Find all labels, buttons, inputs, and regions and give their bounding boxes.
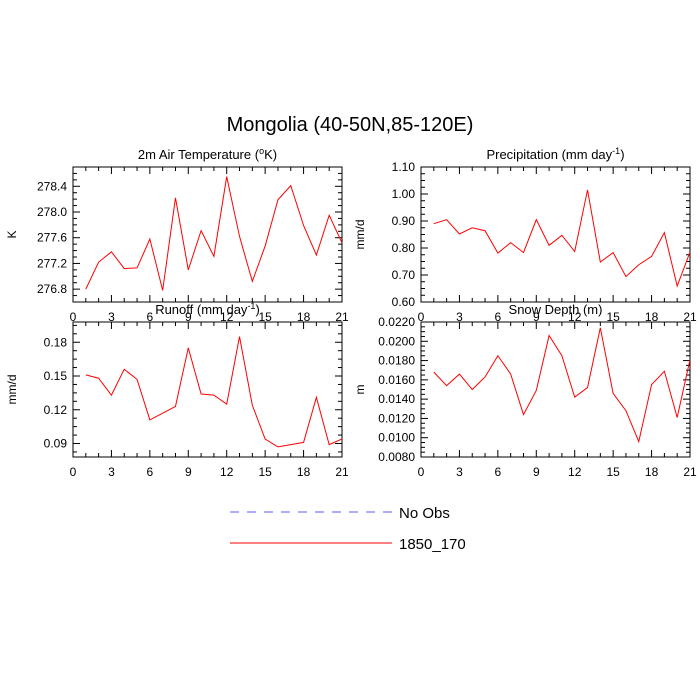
snd-x-tick-label: 9 [533,465,540,479]
mrro-x-tick-label: 15 [258,465,272,479]
pr-x-tick-label: 18 [645,310,659,324]
pr-y-tick-label: 1.00 [392,187,416,201]
mrro-x-tick-label: 6 [147,465,154,479]
tas-series-line-0 [85,176,342,291]
snd-y-tick-label: 0.0220 [378,315,415,329]
mrro-x-tick-label: 3 [108,465,115,479]
tas-title-tail: K) [264,147,277,162]
pr-y-tick-label: 0.80 [392,241,416,255]
tas-y-axis-label: K [5,230,19,238]
pr-plot-frame [420,166,691,303]
legend: No Obs 1850_170 [230,505,466,553]
tas-x-tick-label: 21 [335,310,349,324]
snd-x-tick-label: 18 [645,465,659,479]
tas-plot-frame [72,166,343,303]
snd-y-tick-label: 0.0200 [378,334,415,348]
snd-x-tick-label: 0 [418,465,425,479]
mrro-y-tick-label: 0.15 [44,369,68,383]
panel-tas: 2m Air Temperature (oK) K 0 3 6 9 12 15 18 21 276.… [5,146,349,324]
mrro-x-tick-label: 21 [335,465,349,479]
mrro-x-tick-label: 9 [185,465,192,479]
tas-y-tick-label: 278.0 [37,205,67,219]
snd-title-main: Snow Depth (m) [509,302,603,317]
snd-x-tick-label: 15 [606,465,620,479]
tas-y-tick-label: 277.6 [37,231,67,245]
mrro-y-tick-label: 0.12 [44,403,68,417]
tas-x-tick-label: 18 [297,310,311,324]
snd-y-tick-label: 0.0140 [378,392,415,406]
mrro-title-sup: -1 [247,301,255,311]
snd-y-tick-label: 0.0120 [378,411,415,425]
tas-x-tick-label: 0 [70,310,77,324]
snd-y-tick-label: 0.0080 [378,450,415,464]
panel-snd: Snow Depth (m) m 0 3 6 9 12 15 18 21 0.0080 0.0100 0… [353,302,697,479]
tas-y-tick-label: 276.8 [37,282,67,296]
mrro-y-tick-label: 0.18 [44,335,68,349]
pr-title-sup: -1 [612,146,620,156]
pr-panel-title: Precipitation (mm day-1) [486,146,624,162]
snd-series-line-0 [433,327,690,444]
mrro-plot-frame [72,321,343,458]
snd-y-axis-label: m [353,385,367,395]
mrro-series-line-0 [85,336,342,448]
pr-title-main: Precipitation (mm day [486,147,612,162]
panels: 2m Air Temperature (oK) K 0 3 6 9 12 15 18 21 276.… [5,146,697,479]
mrro-title-tail: ) [255,302,259,317]
pr-x-tick-label: 3 [456,310,463,324]
snd-y-tick-label: 0.0180 [378,354,415,368]
tas-x-tick-label: 3 [108,310,115,324]
mrro-x-tick-label: 18 [297,465,311,479]
legend-obs-label: No Obs [399,505,450,522]
tas-y-tick-label: 277.2 [37,256,67,270]
panel-pr: Precipitation (mm day-1) mm/d 0 3 6 9 12 15 18 21… [353,146,697,324]
panel-mrro: Runoff (mm day-1) mm/d 0 3 6 9 12 15 18 21 0.09 0.1… [5,301,349,479]
tas-x-tick-label: 12 [220,310,234,324]
mrro-panel-title: Runoff (mm day-1) [155,301,260,317]
pr-y-tick-label: 0.60 [392,295,416,309]
pr-x-tick-label: 12 [568,310,582,324]
mrro-x-tick-label: 12 [220,465,234,479]
pr-title-tail: ) [620,147,624,162]
pr-x-tick-label: 15 [606,310,620,324]
tas-title-sup: o [259,146,264,156]
pr-x-tick-label: 0 [418,310,425,324]
snd-y-tick-label: 0.0160 [378,373,415,387]
snd-panel-title: Snow Depth (m) [509,302,603,317]
pr-x-tick-label: 6 [495,310,502,324]
mrro-y-axis-label: mm/d [5,375,19,405]
tas-x-tick-label: 9 [185,310,192,324]
snd-plot-frame [420,321,691,458]
pr-y-tick-label: 1.10 [392,160,416,174]
pr-y-axis-label: mm/d [353,220,367,250]
tas-title-main: 2m Air Temperature ( [138,147,260,162]
pr-x-tick-label: 9 [533,310,540,324]
pr-y-tick-label: 0.90 [392,214,416,228]
snd-x-tick-label: 6 [495,465,502,479]
tas-x-tick-label: 15 [258,310,272,324]
legend-model-label: 1850_170 [399,536,466,553]
figure-title: Mongolia (40-50N,85-120E) [227,114,474,136]
tas-y-tick-label: 278.4 [37,179,67,193]
pr-series-line-0 [433,189,690,288]
pr-y-tick-label: 0.70 [392,268,416,282]
mrro-title-main: Runoff (mm day [155,302,248,317]
mrro-x-tick-label: 0 [70,465,77,479]
snd-y-tick-label: 0.0100 [378,431,415,445]
snd-x-tick-label: 3 [456,465,463,479]
tas-x-tick-label: 6 [147,310,154,324]
tas-panel-title: 2m Air Temperature (oK) [138,146,277,162]
snd-x-tick-label: 21 [683,465,697,479]
snd-x-tick-label: 12 [568,465,582,479]
pr-x-tick-label: 21 [683,310,697,324]
mrro-y-tick-label: 0.09 [44,437,68,451]
